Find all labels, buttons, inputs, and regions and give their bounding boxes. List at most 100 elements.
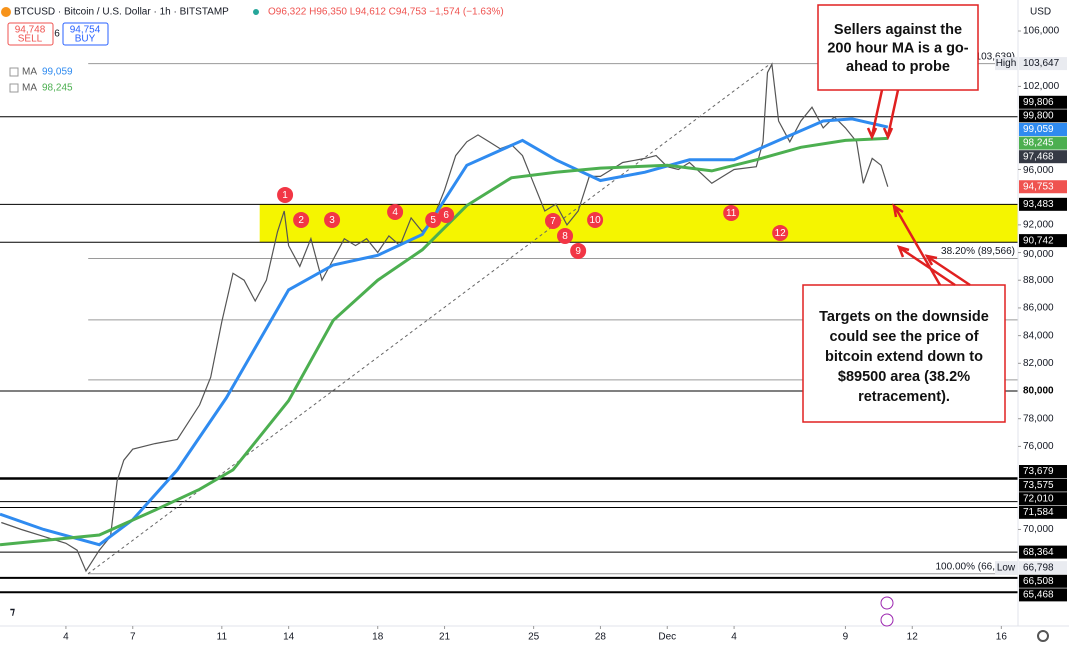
price-tag bbox=[1019, 465, 1067, 479]
bottom-icons: ⁊ bbox=[10, 596, 1049, 642]
annotation-text: Sellers against the bbox=[834, 22, 962, 38]
marker-label: 2 bbox=[298, 215, 304, 226]
x-tick-label: 4 bbox=[63, 632, 69, 643]
marker-label: 9 bbox=[575, 246, 581, 257]
price-tag-note-label: High bbox=[996, 58, 1017, 69]
ohlc: O96,322 H96,350 L94,612 C94,753 −1,574 (… bbox=[268, 7, 504, 18]
legend-name: MA bbox=[22, 67, 37, 78]
price-tag bbox=[1019, 478, 1067, 492]
event-icon[interactable] bbox=[880, 613, 894, 627]
x-tick-label: 12 bbox=[907, 632, 919, 643]
price-tag bbox=[1019, 574, 1067, 588]
x-tick-label: 4 bbox=[731, 632, 737, 643]
y-tick-label: 86,000 bbox=[1023, 303, 1054, 314]
x-tick-label: 25 bbox=[528, 632, 540, 643]
annotation-text: could see the price of bbox=[829, 329, 978, 345]
y-tick-label: 88,000 bbox=[1023, 275, 1054, 286]
y-tick-label: 106,000 bbox=[1023, 26, 1060, 37]
price-tag-label: 65,468 bbox=[1023, 590, 1054, 601]
y-tick-label: 96,000 bbox=[1023, 165, 1054, 176]
legend-value: 99,059 bbox=[42, 67, 73, 78]
price-tag bbox=[1019, 588, 1067, 602]
y-tick-label: 82,000 bbox=[1023, 358, 1054, 369]
legend-name: MA bbox=[22, 83, 37, 94]
x-tick-label: 18 bbox=[372, 632, 384, 643]
x-tick-label: Dec bbox=[658, 632, 676, 643]
marker-label: 5 bbox=[430, 215, 436, 226]
x-tick-label: 14 bbox=[283, 632, 295, 643]
price-tag-label: 72,010 bbox=[1023, 493, 1054, 504]
price-tag-label: 73,679 bbox=[1023, 466, 1054, 477]
fib-label: 38.20% (89,566) bbox=[941, 246, 1015, 257]
marker bbox=[387, 203, 404, 220]
price-tag-label: 99,059 bbox=[1023, 124, 1054, 135]
x-tick-label: 9 bbox=[843, 632, 849, 643]
y-tick-label: 102,000 bbox=[1023, 81, 1060, 92]
currency: USD bbox=[1030, 7, 1051, 18]
buy-button[interactable] bbox=[62, 22, 109, 46]
price-tag bbox=[1019, 234, 1067, 248]
market-status bbox=[253, 9, 259, 15]
marker-label: 1 bbox=[282, 190, 288, 201]
marker bbox=[545, 212, 562, 229]
marker-label: 10 bbox=[590, 215, 602, 226]
sell-price: 94,748 bbox=[15, 25, 46, 36]
legend-eye bbox=[9, 83, 19, 93]
sell-button[interactable] bbox=[7, 22, 54, 46]
price-tag-label: 99,806 bbox=[1023, 97, 1054, 108]
marker-label: 7 bbox=[550, 216, 556, 227]
buy-price: 94,754 bbox=[70, 25, 101, 36]
marker bbox=[772, 224, 789, 241]
annotation-text: $89500 area (38.2% bbox=[838, 369, 970, 385]
fib-label: (103,639) bbox=[972, 51, 1015, 62]
price-tag-label: 73,575 bbox=[1023, 480, 1054, 491]
settings-icon[interactable] bbox=[1037, 630, 1049, 642]
marker bbox=[438, 206, 455, 223]
annotation-text: bitcoin extend down to bbox=[825, 349, 983, 365]
legend-eye bbox=[9, 67, 19, 77]
price-tag-note bbox=[995, 561, 1018, 575]
moving-average bbox=[0, 117, 889, 547]
marker-label: 3 bbox=[329, 215, 335, 226]
price-tag bbox=[1019, 122, 1067, 136]
annotation-arrow bbox=[892, 203, 971, 287]
annotation-1 bbox=[817, 4, 979, 141]
spread: 6 bbox=[54, 29, 60, 40]
price-tag bbox=[1019, 57, 1067, 71]
price-tag bbox=[1019, 505, 1067, 519]
marker-label: 8 bbox=[562, 231, 568, 242]
x-tick-label: 28 bbox=[595, 632, 607, 643]
y-tick-label: 70,000 bbox=[1023, 524, 1054, 535]
price-tag bbox=[1019, 492, 1067, 506]
marker-label: 12 bbox=[775, 228, 787, 239]
annotation-text: 200 hour MA is a go- bbox=[827, 40, 968, 56]
x-tick-label: 7 bbox=[130, 632, 136, 643]
price-tag-label: 98,245 bbox=[1023, 138, 1054, 149]
annotation-2 bbox=[802, 203, 1006, 423]
annotation-box bbox=[802, 284, 1006, 423]
annotation-texts: Sellers against the 200 hour MA is a go-a… bbox=[819, 22, 989, 405]
annotation-text: retracement). bbox=[858, 389, 950, 405]
event-icon[interactable] bbox=[880, 596, 894, 610]
y-tick-label: 90,000 bbox=[1023, 249, 1054, 260]
marker bbox=[324, 211, 341, 228]
marker-label: 11 bbox=[726, 208, 737, 219]
price-tag-label: 66,798 bbox=[1023, 562, 1054, 573]
legend: MA 99,059 MA 98,245 bbox=[9, 67, 73, 94]
price-tag-label: 68,364 bbox=[1023, 547, 1054, 558]
annotation-box bbox=[817, 4, 979, 91]
price-tag bbox=[1019, 150, 1067, 164]
marker-label: 6 bbox=[443, 210, 449, 221]
symbol-icon bbox=[1, 7, 11, 17]
marker bbox=[723, 204, 740, 221]
marker bbox=[425, 211, 442, 228]
marker bbox=[277, 186, 294, 203]
price-tag bbox=[1019, 136, 1067, 150]
header: BTCUSD · Bitcoin / U.S. Dollar · 1h · BI… bbox=[1, 7, 1051, 46]
price-tag bbox=[1019, 384, 1067, 398]
marker-label: 4 bbox=[392, 207, 398, 218]
legend-value: 98,245 bbox=[42, 83, 73, 94]
marker bbox=[557, 227, 574, 244]
price-tag-label: 90,742 bbox=[1023, 235, 1054, 246]
